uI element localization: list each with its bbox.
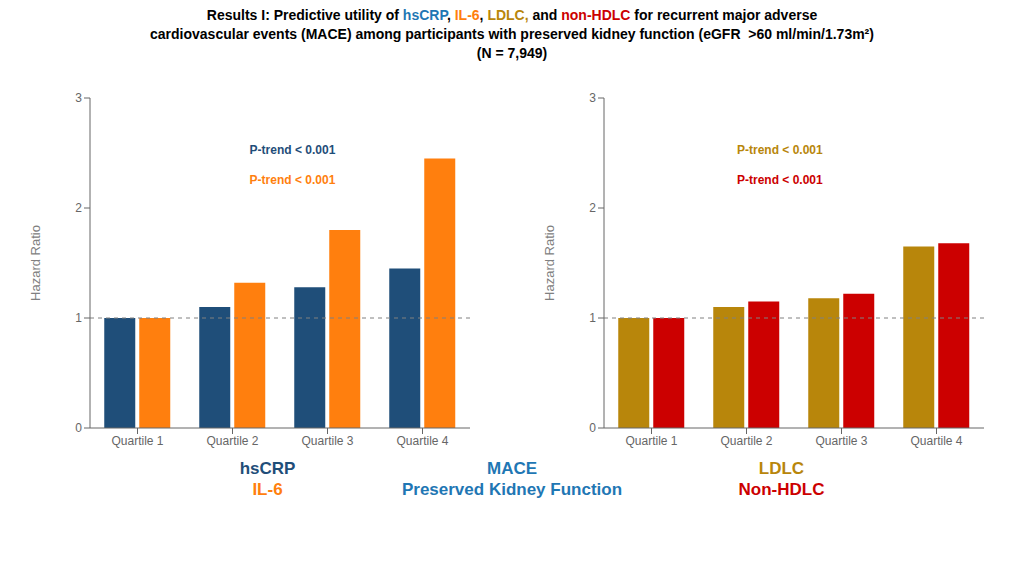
html-text:Preserved Kidney Function: Preserved Kidney Function bbox=[401, 480, 623, 499]
html-text:MACE: MACE bbox=[487, 459, 537, 478]
svg-text:1: 1 bbox=[589, 311, 596, 325]
html-text:P-trend < 0.001: P-trend < 0.001 bbox=[737, 143, 823, 157]
svg-text:Quartile 4: Quartile 4 bbox=[910, 434, 962, 448]
svg-text:3: 3 bbox=[75, 91, 82, 105]
svg-text:Quartile 2: Quartile 2 bbox=[720, 434, 772, 448]
html-text:hsCRP: hsCRP bbox=[239, 459, 296, 478]
svg-text:2: 2 bbox=[589, 201, 596, 215]
html-text:P-trend < 0.001: P-trend < 0.001 bbox=[737, 172, 823, 187]
svg-text:3: 3 bbox=[589, 91, 596, 105]
html-text:Results I: Predictive utility: Results I: Predictive utility of hsCRP, … bbox=[206, 7, 818, 23]
html-text:P-trend < 0.001: P-trend < 0.001 bbox=[249, 143, 336, 157]
svg-text:2: 2 bbox=[75, 201, 82, 215]
html-text:LDLC: LDLC bbox=[758, 459, 805, 478]
svg-text:Quartile 3: Quartile 3 bbox=[815, 434, 867, 448]
svg-text:Quartile 2: Quartile 2 bbox=[206, 434, 258, 448]
svg-text:Quartile 3: Quartile 3 bbox=[301, 434, 353, 448]
svg-text:Quartile 1: Quartile 1 bbox=[111, 434, 163, 448]
html-text:P-trend < 0.001: P-trend < 0.001 bbox=[249, 172, 336, 187]
html-text:IL-6: IL-6 bbox=[252, 480, 283, 499]
svg-text:0: 0 bbox=[75, 421, 82, 435]
html-text:cardiovascular events (MACE) a: cardiovascular events (MACE) among parti… bbox=[150, 26, 874, 42]
svg-text:Hazard Ratio: Hazard Ratio bbox=[542, 225, 557, 301]
svg-text:Quartile 4: Quartile 4 bbox=[396, 434, 448, 448]
svg-text:0: 0 bbox=[589, 421, 596, 435]
html-text:Non-HDLC: Non-HDLC bbox=[738, 480, 825, 499]
svg-text:1: 1 bbox=[75, 311, 82, 325]
svg-text:Quartile 1: Quartile 1 bbox=[625, 434, 677, 448]
svg-text:Hazard Ratio: Hazard Ratio bbox=[28, 225, 43, 301]
html-text:(N = 7,949): (N = 7,949) bbox=[476, 45, 548, 61]
